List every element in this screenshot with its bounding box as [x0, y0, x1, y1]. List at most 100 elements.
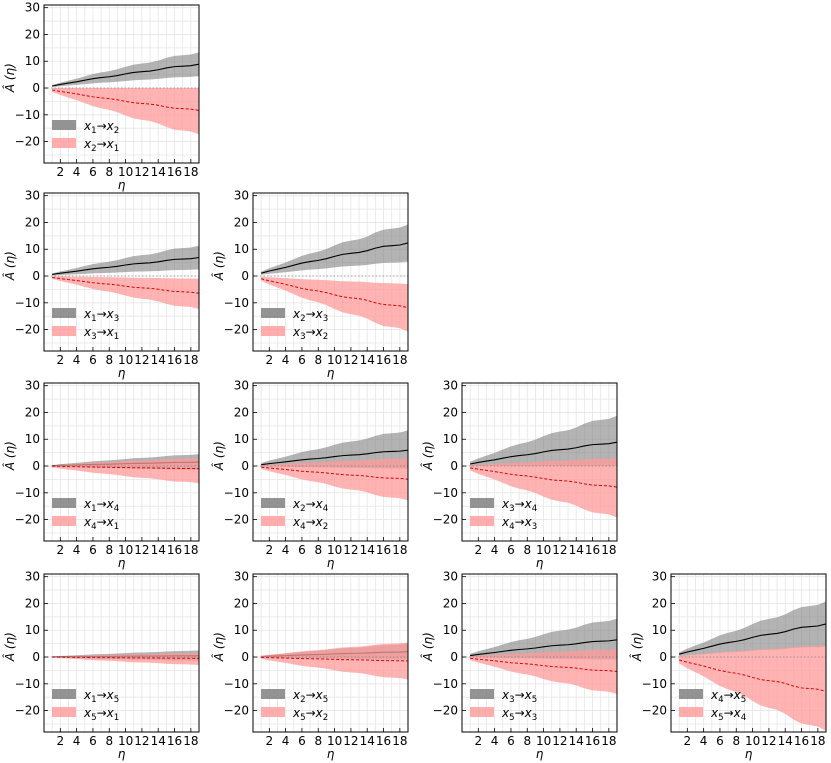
forward-legend-label: x1→x2	[83, 119, 119, 136]
x-tick-label: 12	[134, 165, 149, 179]
backward-legend-label: x4→x1	[83, 515, 119, 532]
x-tick-label: 16	[167, 353, 182, 367]
backward-legend-label: x2→x1	[83, 137, 119, 154]
x-tick-label: 10	[118, 543, 133, 557]
x-tick-label: 12	[134, 353, 149, 367]
forward-legend-swatch	[52, 498, 76, 508]
y-tick-label: 20	[234, 405, 249, 419]
x-tick-label: 6	[507, 734, 515, 748]
x-tick-label: 6	[89, 165, 97, 179]
y-tick-label: 20	[25, 405, 40, 419]
y-tick-label: −10	[433, 677, 458, 691]
backward-legend-label: x5→x4	[710, 706, 746, 723]
x-axis-label: η	[118, 747, 126, 761]
x-tick-label: 10	[536, 734, 551, 748]
backward-legend-swatch	[52, 707, 76, 717]
y-tick-label: 0	[32, 81, 40, 95]
y-tick-label: 10	[443, 432, 458, 446]
series-group	[52, 454, 199, 484]
backward-legend-label: x4→x3	[501, 515, 537, 532]
y-tick-label: 20	[443, 405, 458, 419]
y-tick-label: 30	[25, 189, 40, 203]
forward-legend-swatch	[261, 689, 285, 699]
y-tick-label: 10	[652, 623, 667, 637]
forward-band	[470, 618, 617, 660]
series-group	[679, 601, 826, 732]
y-tick-label: −10	[642, 677, 667, 691]
backward-legend-swatch	[679, 707, 703, 717]
x-tick-label: 18	[183, 353, 198, 367]
x-tick-label: 4	[73, 165, 81, 179]
forward-legend-label: x1→x4	[83, 497, 119, 514]
y-tick-label: −20	[15, 513, 40, 527]
y-tick-label: −10	[224, 486, 249, 500]
x-tick-label: 16	[167, 165, 182, 179]
x-axis-label: η	[536, 556, 544, 570]
y-tick-label: 20	[25, 27, 40, 41]
backward-legend-swatch	[52, 326, 76, 336]
backward-mean-line	[52, 656, 199, 659]
backward-legend-swatch	[52, 138, 76, 148]
y-tick-label: 30	[25, 1, 40, 15]
backward-band	[52, 653, 199, 665]
y-tick-label: −20	[15, 704, 40, 718]
x-tick-label: 4	[491, 543, 499, 557]
y-tick-label: −20	[433, 513, 458, 527]
plot-frame	[43, 573, 200, 733]
backward-mean-line	[52, 465, 199, 470]
x-tick-label: 8	[105, 734, 113, 748]
x-tick-label: 8	[314, 734, 322, 748]
y-tick-label: −10	[15, 677, 40, 691]
y-tick-label: 30	[234, 570, 249, 584]
forward-mean-line	[261, 449, 408, 466]
x-tick-label: 6	[89, 353, 97, 367]
x-axis-label: η	[118, 178, 126, 192]
x-axis-label: η	[745, 747, 753, 761]
backward-band	[52, 276, 199, 310]
x-tick-label: 6	[716, 734, 724, 748]
x-tick-label: 14	[778, 734, 793, 748]
x-axis-label: η	[327, 366, 335, 380]
series-group	[261, 642, 408, 680]
forward-band	[470, 415, 617, 467]
y-tick-label: −20	[642, 704, 667, 718]
backward-legend-swatch	[52, 516, 76, 526]
y-tick-label: 0	[32, 459, 40, 473]
y-tick-label: 0	[450, 650, 458, 664]
y-tick-label: 0	[241, 459, 249, 473]
y-tick-label: 20	[25, 596, 40, 610]
plot-frame	[43, 382, 200, 542]
y-tick-label: 30	[443, 570, 458, 584]
y-tick-label: 10	[234, 623, 249, 637]
y-tick-label: 10	[25, 432, 40, 446]
y-tick-label: 20	[443, 596, 458, 610]
backward-mean-line	[261, 278, 408, 309]
y-axis-label: Â (η)	[211, 251, 226, 281]
y-tick-label: −10	[15, 296, 40, 310]
x-tick-label: 18	[392, 543, 407, 557]
plot-frame	[252, 573, 409, 733]
y-tick-label: 0	[450, 459, 458, 473]
forward-legend-swatch	[52, 689, 76, 699]
x-tick-label: 8	[314, 353, 322, 367]
x-tick-label: 16	[376, 734, 391, 748]
x-tick-label: 14	[151, 543, 166, 557]
x-tick-label: 8	[732, 734, 740, 748]
y-tick-label: −10	[224, 677, 249, 691]
forward-legend-swatch	[470, 498, 494, 508]
x-tick-label: 8	[105, 353, 113, 367]
x-tick-label: 2	[474, 734, 482, 748]
y-tick-label: −20	[224, 323, 249, 337]
y-axis-label: Â (η)	[211, 632, 226, 662]
x-tick-label: 16	[167, 543, 182, 557]
forward-legend-label: x2→x3	[292, 307, 328, 324]
y-tick-label: 30	[443, 379, 458, 393]
backward-band	[470, 649, 617, 695]
y-tick-label: 20	[25, 215, 40, 229]
forward-legend-label: x1→x3	[83, 307, 119, 324]
